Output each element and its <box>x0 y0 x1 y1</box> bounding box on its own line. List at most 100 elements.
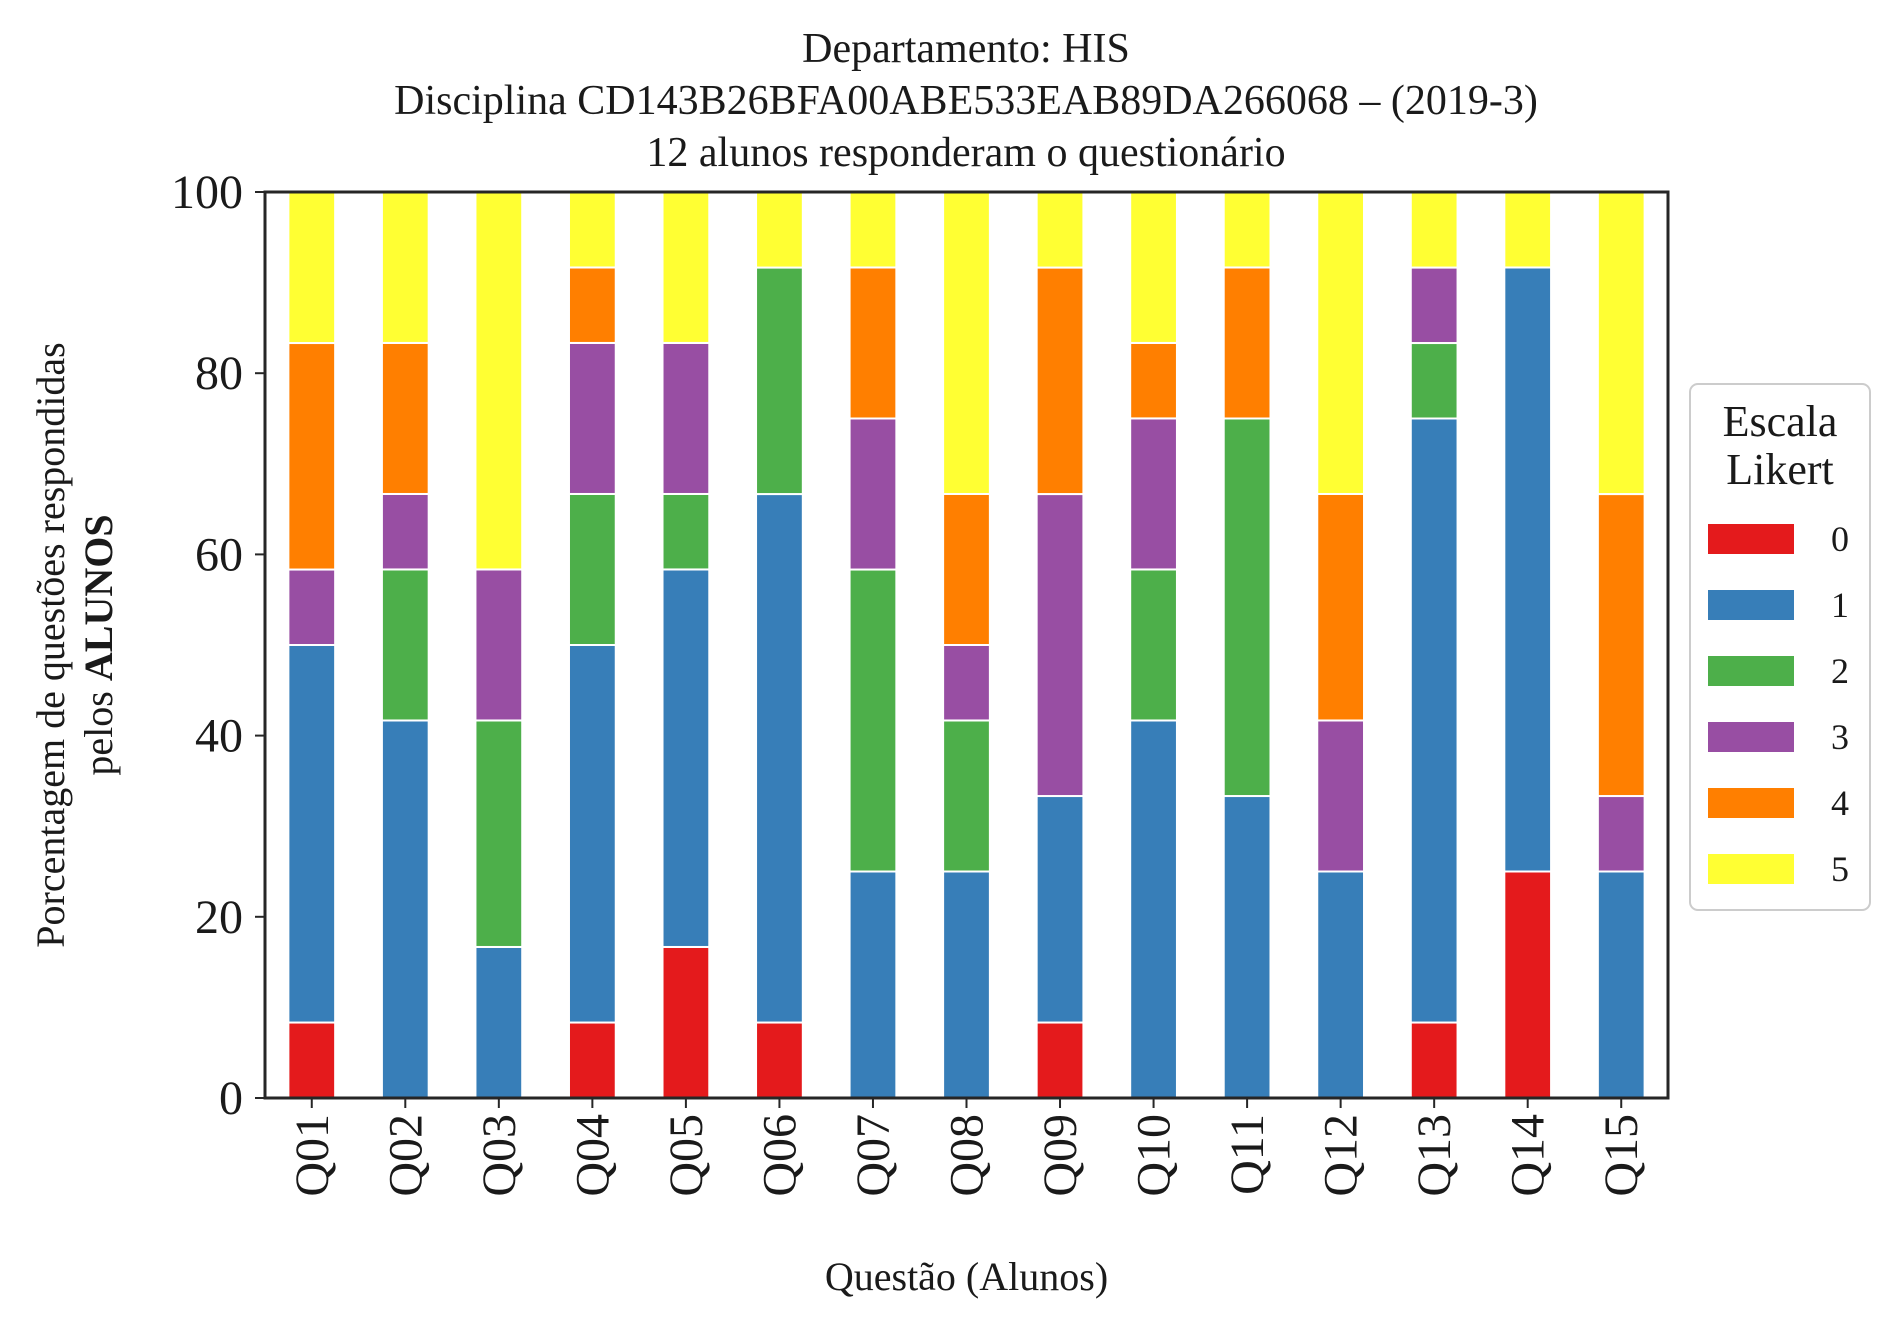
legend-swatch-0 <box>1708 524 1794 554</box>
bar-segment-q04-scale-4 <box>567 266 617 344</box>
x-axis: Q01 Q02 Q03 Q04 Q05 Q06 Q07 Q08 Q09 Q10 Q11 Q12 Q13 Q… <box>286 1098 1648 1197</box>
bar-segment-q08-scale-5 <box>942 191 991 495</box>
x-tick-label: Q09 <box>1034 1114 1087 1197</box>
bar-segment-q07-scale-3 <box>848 417 898 571</box>
bar-segment-q13-scale-2 <box>1409 342 1459 420</box>
bar-segment-q15-scale-3 <box>1596 795 1646 873</box>
bar-segment-q15-scale-1 <box>1596 870 1646 1099</box>
x-tick-label: Q06 <box>753 1114 806 1197</box>
x-tick-label: Q04 <box>566 1114 619 1197</box>
x-tick-label: Q01 <box>286 1114 339 1197</box>
bar-segment-q13-scale-3 <box>1409 266 1459 345</box>
y-tick-label: 0 <box>219 1072 243 1125</box>
bar-segment-q03-scale-1 <box>474 945 524 1099</box>
bar-segment-q02-scale-4 <box>380 341 430 495</box>
bar-segment-q15-scale-5 <box>1596 191 1646 496</box>
bar-segment-q07-scale-1 <box>848 870 898 1099</box>
bar-segment-q07-scale-2 <box>848 568 898 873</box>
legend-label-5: 5 <box>1831 849 1849 889</box>
bar-segment-q12-scale-1 <box>1316 870 1366 1099</box>
x-tick-label: Q11 <box>1221 1114 1274 1195</box>
y-tick-label: 100 <box>171 166 243 219</box>
y-axis: 0 20 40 60 80 100 <box>171 166 265 1125</box>
bar-segment-q01-scale-0 <box>287 1021 337 1100</box>
bar-segment-q09-scale-0 <box>1035 1021 1085 1100</box>
bar-segment-q05-scale-3 <box>661 341 711 495</box>
chart-title-line-1: Departamento: HIS <box>802 26 1130 72</box>
legend-label-0: 0 <box>1831 519 1849 559</box>
y-axis-label-prefix: pelos <box>76 681 121 775</box>
bar-segment-q02-scale-1 <box>380 719 430 1099</box>
bar-stacks <box>287 190 1646 1100</box>
y-axis-label: Porcentagem de questões respondidas pelo… <box>28 342 121 947</box>
y-tick-label: 80 <box>195 347 243 400</box>
bar-segment-q10-scale-2 <box>1129 568 1178 722</box>
x-tick-label: Q05 <box>660 1114 713 1197</box>
bar-segment-q06-scale-0 <box>755 1021 804 1100</box>
legend-swatch-4 <box>1708 788 1794 818</box>
bar-segment-q11-scale-2 <box>1222 417 1272 798</box>
bar-segment-q12-scale-3 <box>1316 719 1366 873</box>
bar-segment-q04-scale-0 <box>567 1021 617 1100</box>
legend-swatch-5 <box>1708 854 1794 884</box>
bar-segment-q04-scale-2 <box>567 492 617 646</box>
bar-segment-q08-scale-4 <box>942 492 991 646</box>
bar-segment-q13-scale-5 <box>1409 191 1459 269</box>
bar-segment-q10-scale-4 <box>1129 341 1178 420</box>
bar-segment-q01-scale-5 <box>287 191 337 345</box>
legend-label-3: 3 <box>1831 717 1849 757</box>
bar-segment-q03-scale-3 <box>474 568 524 722</box>
bar-segment-q03-scale-5 <box>474 190 524 571</box>
chart-title: Departamento: HIS Disciplina CD143B26BFA… <box>394 26 1538 176</box>
bar-segment-q08-scale-3 <box>942 644 991 722</box>
y-tick-label: 20 <box>195 891 243 944</box>
x-tick-label: Q08 <box>941 1114 994 1197</box>
bar-segment-q05-scale-2 <box>661 492 711 571</box>
bar-segment-q07-scale-5 <box>848 191 898 269</box>
legend-label-2: 2 <box>1831 651 1849 691</box>
bar-segment-q08-scale-1 <box>942 870 991 1099</box>
bar-segment-q05-scale-0 <box>661 945 711 1099</box>
bar-segment-q10-scale-3 <box>1129 417 1178 571</box>
bar-segment-q12-scale-5 <box>1316 191 1366 495</box>
bar-segment-q04-scale-5 <box>567 191 617 269</box>
bar-segment-q06-scale-2 <box>755 266 804 496</box>
bar-segment-q05-scale-5 <box>661 190 711 344</box>
bar-segment-q02-scale-3 <box>380 492 430 571</box>
bar-segment-q06-scale-5 <box>755 191 804 269</box>
y-axis-label-line-2: pelos ALUNOS <box>76 514 121 775</box>
y-axis-label-bold: ALUNOS <box>76 514 121 681</box>
bar-segment-q04-scale-3 <box>567 341 617 495</box>
bar-segment-q02-scale-5 <box>380 190 430 344</box>
bar-segment-q09-scale-5 <box>1035 191 1085 269</box>
x-tick-label: Q13 <box>1408 1114 1461 1197</box>
bar-segment-q12-scale-4 <box>1316 492 1366 722</box>
bar-segment-q11-scale-5 <box>1222 191 1272 269</box>
bar-segment-q05-scale-1 <box>661 568 711 948</box>
legend-swatch-3 <box>1708 722 1794 752</box>
bar-segment-q14-scale-0 <box>1503 870 1553 1099</box>
chart-title-line-3: 12 alunos responderam o questionário <box>646 130 1285 176</box>
y-axis-label-line-1: Porcentagem de questões respondidas <box>28 342 73 947</box>
bar-segment-q15-scale-4 <box>1596 493 1646 798</box>
legend-box <box>1689 383 1871 911</box>
bar-segment-q04-scale-1 <box>567 644 617 1024</box>
bar-segment-q09-scale-3 <box>1035 493 1085 798</box>
x-tick-label: Q14 <box>1502 1114 1555 1197</box>
plot-frame <box>263 190 1670 1100</box>
legend-title-line-1: Escala <box>1723 397 1838 446</box>
y-tick-label: 40 <box>195 710 243 763</box>
legend-items: 0 1 2 3 4 5 <box>1708 519 1849 889</box>
x-tick-label: Q15 <box>1595 1114 1648 1197</box>
bar-segment-q08-scale-2 <box>942 719 991 873</box>
x-axis-label: Questão (Alunos) <box>825 1254 1108 1299</box>
bar-segment-q06-scale-1 <box>755 493 804 1024</box>
bar-segment-q13-scale-1 <box>1409 417 1459 1024</box>
x-tick-label: Q12 <box>1315 1114 1368 1197</box>
x-tick-label: Q02 <box>379 1114 432 1197</box>
x-tick-label: Q03 <box>473 1114 526 1197</box>
legend-swatch-2 <box>1708 656 1794 686</box>
legend-label-4: 4 <box>1831 783 1849 823</box>
